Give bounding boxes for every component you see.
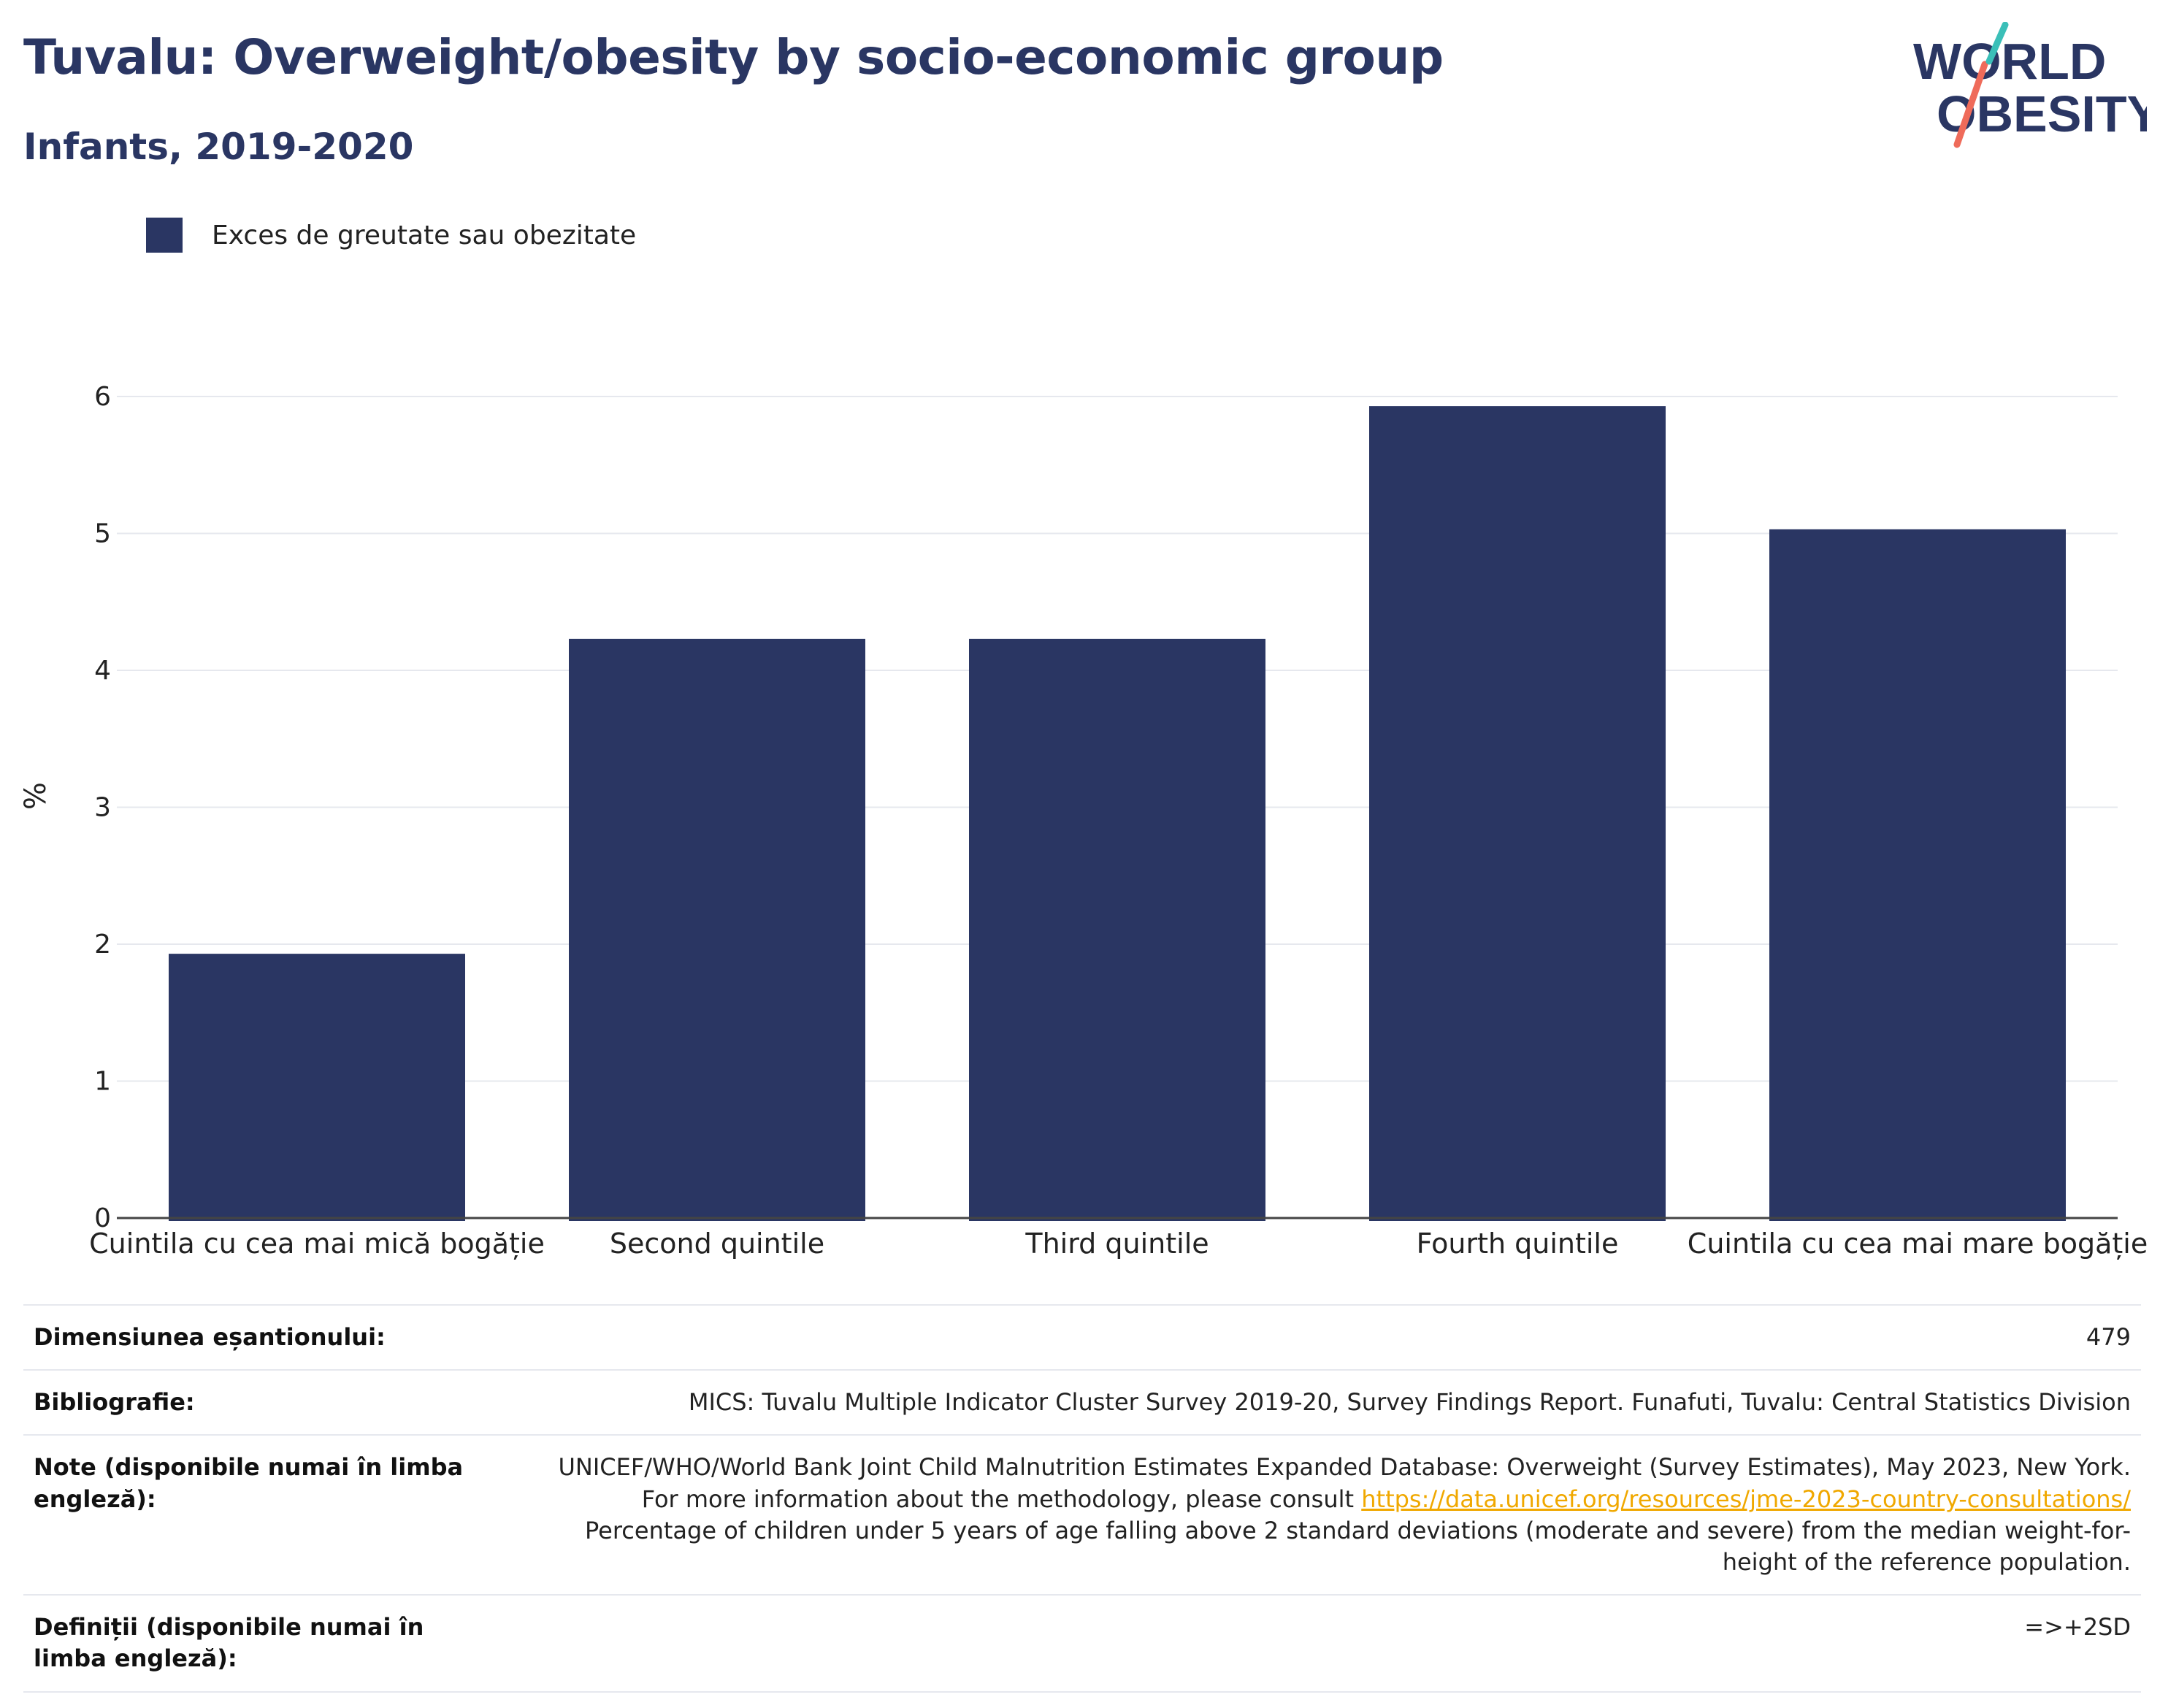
x-tick-label: Third quintile (1025, 1228, 1209, 1260)
x-tick-labels: Cuintila cu cea mai mică bogăție Second q… (89, 1228, 2148, 1260)
y-axis-label: % (19, 782, 53, 810)
x-tick-label: Second quintile (610, 1228, 824, 1260)
notes-text-2: Percentage of children under 5 years of … (585, 1516, 2131, 1576)
svg-text:WORLD: WORLD (1913, 33, 2106, 90)
x-tick-label: Cuintila cu cea mai mică bogăție (89, 1228, 545, 1260)
meta-value: 479 (511, 1303, 2141, 1371)
page-title: Tuvalu: Overweight/obesity by socio-econ… (23, 29, 1444, 85)
meta-value: UNICEF/WHO/World Bank Joint Child Malnut… (511, 1434, 2141, 1596)
page-subtitle: Infants, 2019-2020 (23, 126, 414, 168)
y-tick-labels: 0 1 2 3 4 5 6 (94, 382, 111, 1233)
world-obesity-logo: WORLD OBESITY (1906, 21, 2160, 153)
x-tick-label: Fourth quintile (1417, 1228, 1619, 1260)
bar (969, 638, 1265, 1221)
y-tick-label: 6 (94, 382, 111, 412)
legend-label: Exces de greutate sau obezitate (212, 220, 637, 250)
bar (569, 638, 865, 1221)
meta-key: Note (disponibile numai în limba engleză… (23, 1434, 511, 1596)
notes-text: UNICEF/WHO/World Bank Joint Child Malnut… (558, 1453, 2132, 1513)
x-tick-label: Cuintila cu cea mai mare bogăție (1688, 1228, 2148, 1260)
chart-legend: Exces de greutate sau obezitate (146, 216, 636, 254)
bar (1769, 529, 2066, 1221)
bars (169, 406, 2066, 1221)
meta-row-sample-size: Dimensiunea eșantionului: 479 (23, 1303, 2141, 1371)
bar (169, 954, 465, 1221)
meta-key: Definiții (disponibile numai în limba en… (23, 1594, 511, 1693)
y-tick-label: 0 (94, 1203, 111, 1233)
bar (1369, 406, 1666, 1221)
y-tick-label: 2 (94, 930, 111, 960)
y-tick-label: 5 (94, 519, 111, 549)
meta-key: Bibliografie: (23, 1369, 511, 1436)
meta-key: Dimensiunea eșantionului: (23, 1303, 511, 1371)
bar-chart: 0 1 2 3 4 5 6 Cuintila cu cea mai mică bogăție… (19, 382, 2148, 1260)
y-tick-label: 3 (94, 793, 111, 823)
y-tick-label: 1 (94, 1067, 111, 1097)
meta-row-bibliography: Bibliografie: MICS: Tuvalu Multiple Indi… (23, 1369, 2141, 1436)
meta-value: =>+2SD (511, 1594, 2141, 1693)
meta-row-definitions: Definiții (disponibile numai în limba en… (23, 1594, 2141, 1693)
metadata-table: Dimensiunea eșantionului: 479 Bibliograf… (23, 1303, 2141, 1693)
meta-row-notes: Note (disponibile numai în limba engleză… (23, 1434, 2141, 1596)
legend-swatch (146, 218, 183, 253)
methodology-link[interactable]: https://data.unicef.org/resources/jme-20… (1361, 1485, 2131, 1513)
meta-value: MICS: Tuvalu Multiple Indicator Cluster … (511, 1369, 2141, 1436)
y-tick-label: 4 (94, 656, 111, 686)
